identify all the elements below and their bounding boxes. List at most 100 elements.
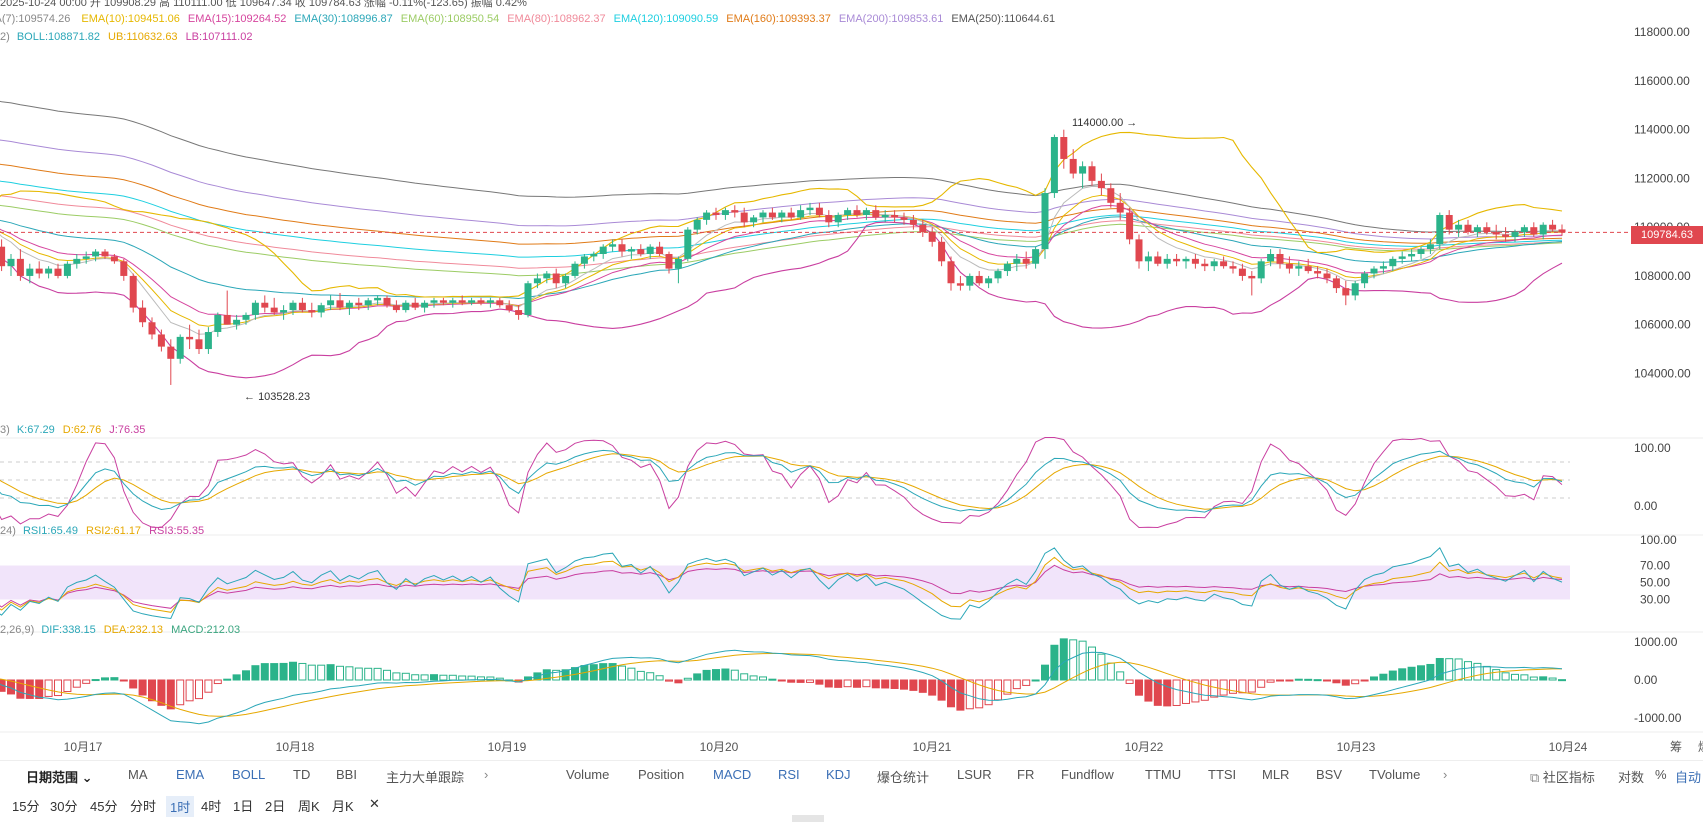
macd-bar <box>1511 673 1519 681</box>
sub-indicator-6[interactable]: LSUR <box>957 767 992 782</box>
macd-bar <box>1558 679 1566 682</box>
main-indicator-3[interactable]: TD <box>293 767 311 782</box>
macd-bar <box>871 679 880 689</box>
candle <box>947 261 955 284</box>
candle <box>740 212 748 223</box>
macd-bar <box>702 669 711 681</box>
price-tick-label: 112000.00 <box>1634 171 1690 185</box>
candle <box>392 305 400 311</box>
candle <box>251 302 259 315</box>
date-range-label: 日期范围 <box>26 770 79 785</box>
macd-bar <box>54 679 62 697</box>
macd-bar <box>956 679 965 711</box>
community-indicators-button[interactable]: ⧉ 社区指标 <box>1530 767 1595 786</box>
sub-indicator-11[interactable]: MLR <box>1262 767 1290 782</box>
timeframe-6[interactable]: 1日 <box>233 799 254 814</box>
timeframe-7[interactable]: 2日 <box>265 799 286 814</box>
percent-scale-button[interactable]: % <box>1655 767 1667 782</box>
timeframe-0[interactable]: 15分 <box>12 799 40 814</box>
macd-bar <box>1191 679 1200 703</box>
date-range-button[interactable]: 日期范围 ⌄ <box>26 767 93 786</box>
boll-upper-line <box>0 131 1563 298</box>
candle <box>872 210 880 218</box>
main-indicator-0[interactable]: MA <box>128 767 148 782</box>
candle <box>768 212 776 218</box>
timeframe-8[interactable]: 周K <box>298 799 320 814</box>
candle <box>1455 224 1463 230</box>
macd-bar <box>345 666 354 681</box>
log-scale-button[interactable]: 对数 <box>1618 770 1645 785</box>
candle <box>1267 254 1275 262</box>
rsi-tick-label: 70.00 <box>1640 559 1670 573</box>
macd-bar <box>326 664 335 681</box>
candle <box>637 249 645 254</box>
sub-indicator-7[interactable]: FR <box>1017 767 1035 782</box>
macd-bar <box>1238 679 1247 694</box>
macd-bar <box>91 679 100 682</box>
candle <box>364 300 372 306</box>
timeframe-9[interactable]: 月K <box>332 799 354 814</box>
main-indicator-5[interactable]: 主力大单跟踪 <box>386 770 465 785</box>
macd-bar <box>646 672 655 681</box>
main-indicator-1[interactable]: EMA <box>176 767 205 782</box>
macd-bar <box>1022 679 1031 686</box>
timeframe-5[interactable]: 4时 <box>201 799 222 814</box>
candle <box>214 314 222 332</box>
timeframe-2[interactable]: 45分 <box>90 799 118 814</box>
candle <box>139 307 147 323</box>
sub-indicator-12[interactable]: BSV <box>1316 767 1343 782</box>
macd-bar <box>204 679 213 693</box>
macd-bar <box>1464 661 1472 681</box>
main-indicator-2[interactable]: BOLL <box>232 767 266 782</box>
macd-bar <box>1360 679 1369 682</box>
candle <box>54 268 62 276</box>
sub-indicator-1[interactable]: Position <box>638 767 685 782</box>
candle <box>176 336 184 359</box>
right-axis-tab[interactable]: 筹 <box>1669 740 1683 754</box>
macd-bar <box>82 679 91 684</box>
timeframe-1[interactable]: 30分 <box>50 799 78 814</box>
sub-indicator-2[interactable]: MACD <box>713 767 752 782</box>
legend-item: DIF:338.15 <box>41 624 96 636</box>
sub-indicator-10[interactable]: TTSI <box>1208 767 1237 782</box>
sub-indicator-8[interactable]: Fundflow <box>1061 767 1114 782</box>
candle <box>562 275 570 284</box>
timeframe-4[interactable]: 1时 <box>166 796 195 817</box>
legend-item: EMA(250):110644.61 <box>951 13 1056 25</box>
sub-indicator-3[interactable]: RSI <box>778 767 800 782</box>
macd-bar <box>1492 669 1501 681</box>
macd-bar <box>25 679 34 699</box>
auto-scale-button[interactable]: 自动 <box>1675 770 1702 785</box>
ohlc-info: 2025-10-24 00:00 开 109908.29 高 110111.00… <box>0 0 535 10</box>
macd-bar <box>1435 657 1444 681</box>
candle <box>1097 180 1105 189</box>
candle <box>975 275 983 284</box>
sub-indicator-4[interactable]: KDJ <box>826 767 851 782</box>
close-icon[interactable]: ✕ <box>369 796 380 811</box>
legend-item: EMA(200):109853.61 <box>838 13 944 25</box>
macd-bar <box>965 679 974 710</box>
macd-bar <box>890 679 899 689</box>
macd-tick-label: 1000.00 <box>1634 635 1678 649</box>
legend-item: EMA(30):108996.87 <box>294 13 393 25</box>
right-axis-tab[interactable]: 爆 <box>1698 738 1703 755</box>
candle <box>439 300 447 303</box>
sub-indicator-5[interactable]: 爆仓统计 <box>877 770 930 785</box>
sub-indicator-0[interactable]: Volume <box>566 767 610 782</box>
legend-item: RSI3:55.35 <box>149 525 205 537</box>
chevron-right-icon[interactable]: › <box>1443 767 1448 782</box>
macd-bar <box>1163 679 1172 707</box>
macd-bar <box>1548 677 1557 681</box>
macd-bar <box>1388 670 1397 681</box>
ema-legend: EMA(7):109574.26 EMA(10):109451.06 EMA(15… <box>0 13 1071 25</box>
macd-bar <box>928 679 937 696</box>
timeframe-3[interactable]: 分时 <box>130 799 157 814</box>
sub-indicator-13[interactable]: TVolume <box>1369 767 1421 782</box>
sub-indicator-9[interactable]: TTMU <box>1145 767 1182 782</box>
legend-item: EMA(160):109393.37 <box>726 13 831 25</box>
macd-bar <box>1069 639 1078 681</box>
chevron-right-icon[interactable]: › <box>484 767 489 782</box>
kline-chart[interactable]: 118000.00116000.00114000.00112000.001100… <box>0 0 1703 760</box>
main-indicator-4[interactable]: BBI <box>336 767 357 782</box>
resize-handle[interactable] <box>792 815 824 822</box>
